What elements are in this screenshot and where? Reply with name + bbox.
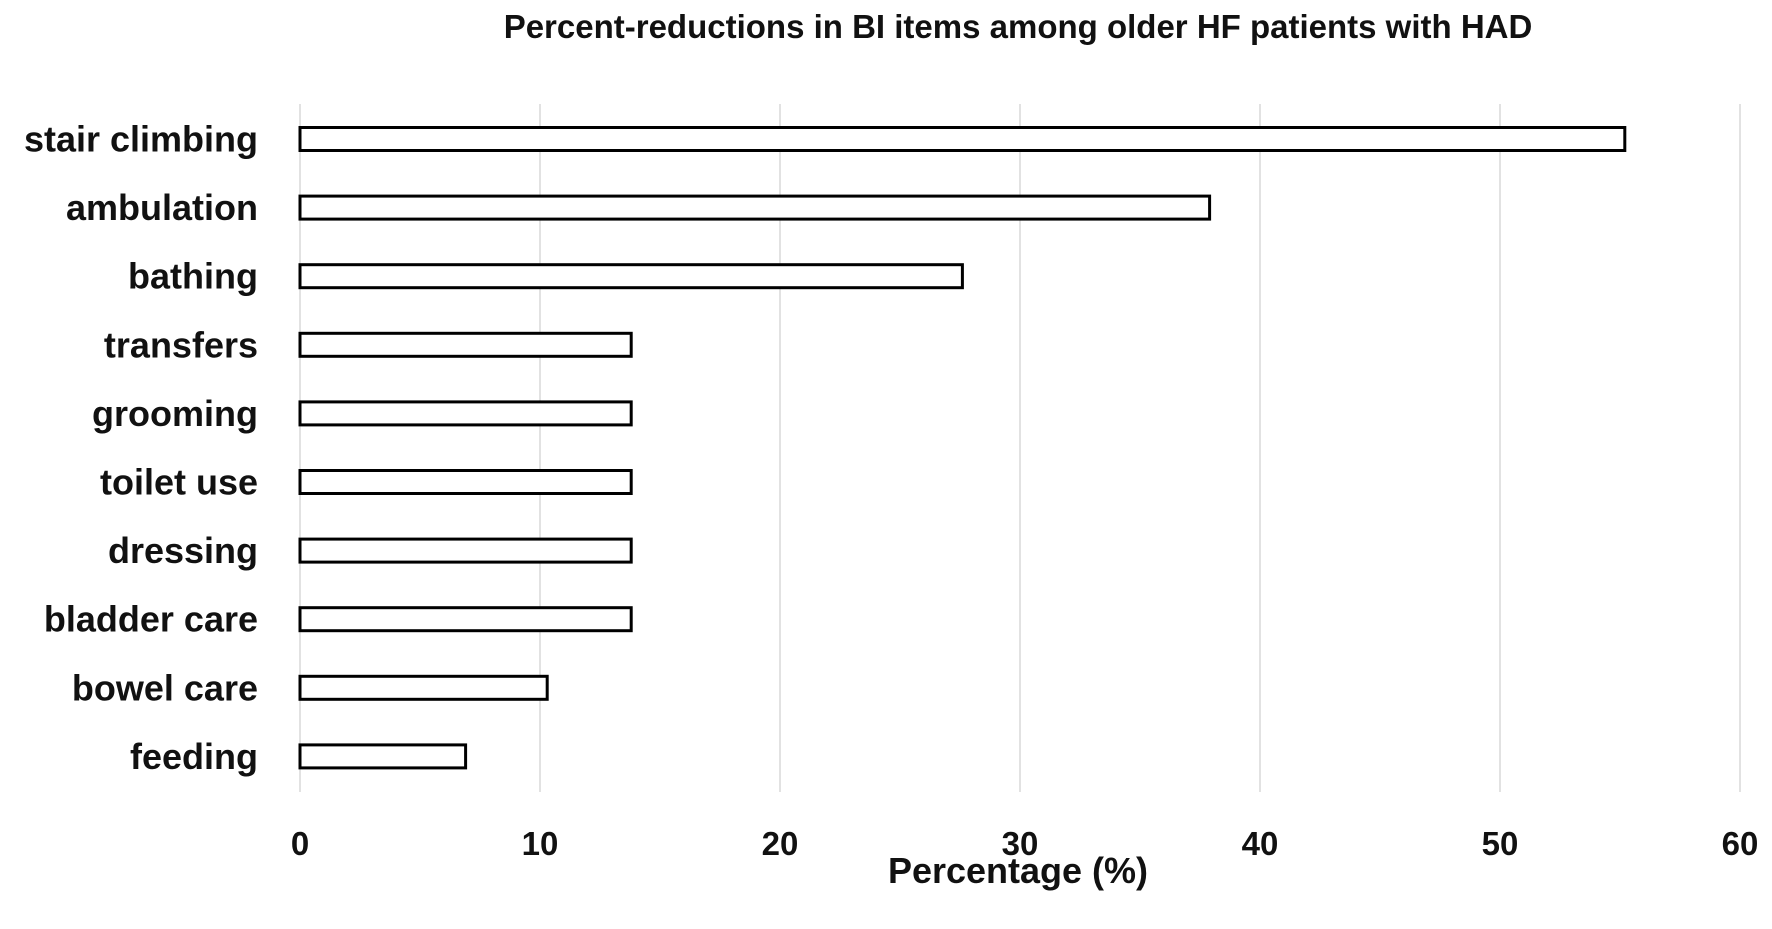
category-label: feeding — [130, 736, 258, 777]
category-label: ambulation — [66, 187, 258, 228]
x-axis-title: Percentage (%) — [888, 850, 1148, 891]
bar — [298, 331, 633, 358]
bar — [298, 263, 964, 290]
x-tick-label: 50 — [1482, 825, 1519, 862]
category-label: dressing — [108, 530, 258, 571]
category-label: bowel care — [72, 667, 258, 708]
bar — [298, 743, 468, 770]
x-tick-label: 30 — [1002, 825, 1039, 862]
bar — [298, 469, 633, 495]
bar — [298, 126, 1627, 152]
bar — [298, 194, 1212, 221]
x-tick-label: 40 — [1242, 825, 1279, 862]
bars — [298, 126, 1627, 770]
bar — [298, 674, 549, 701]
chart-title: Percent-reductions in BI items among old… — [504, 8, 1533, 45]
category-label: bladder care — [44, 599, 258, 640]
category-label: transfers — [104, 324, 258, 365]
bar — [298, 537, 633, 564]
x-tick-labels: 0 10 20 30 40 50 60 — [291, 825, 1759, 862]
category-label: stair climbing — [24, 119, 258, 160]
category-label: grooming — [92, 393, 258, 434]
category-labels: stair climbing ambulation bathing transfers… — [24, 119, 258, 777]
bar — [298, 606, 633, 633]
x-tick-label: 60 — [1722, 825, 1759, 862]
x-tick-label: 10 — [522, 825, 559, 862]
category-label: toilet use — [100, 462, 258, 503]
bar — [298, 400, 633, 427]
category-label: bathing — [128, 256, 258, 297]
x-tick-label: 20 — [762, 825, 799, 862]
x-tick-label: 0 — [291, 825, 309, 862]
